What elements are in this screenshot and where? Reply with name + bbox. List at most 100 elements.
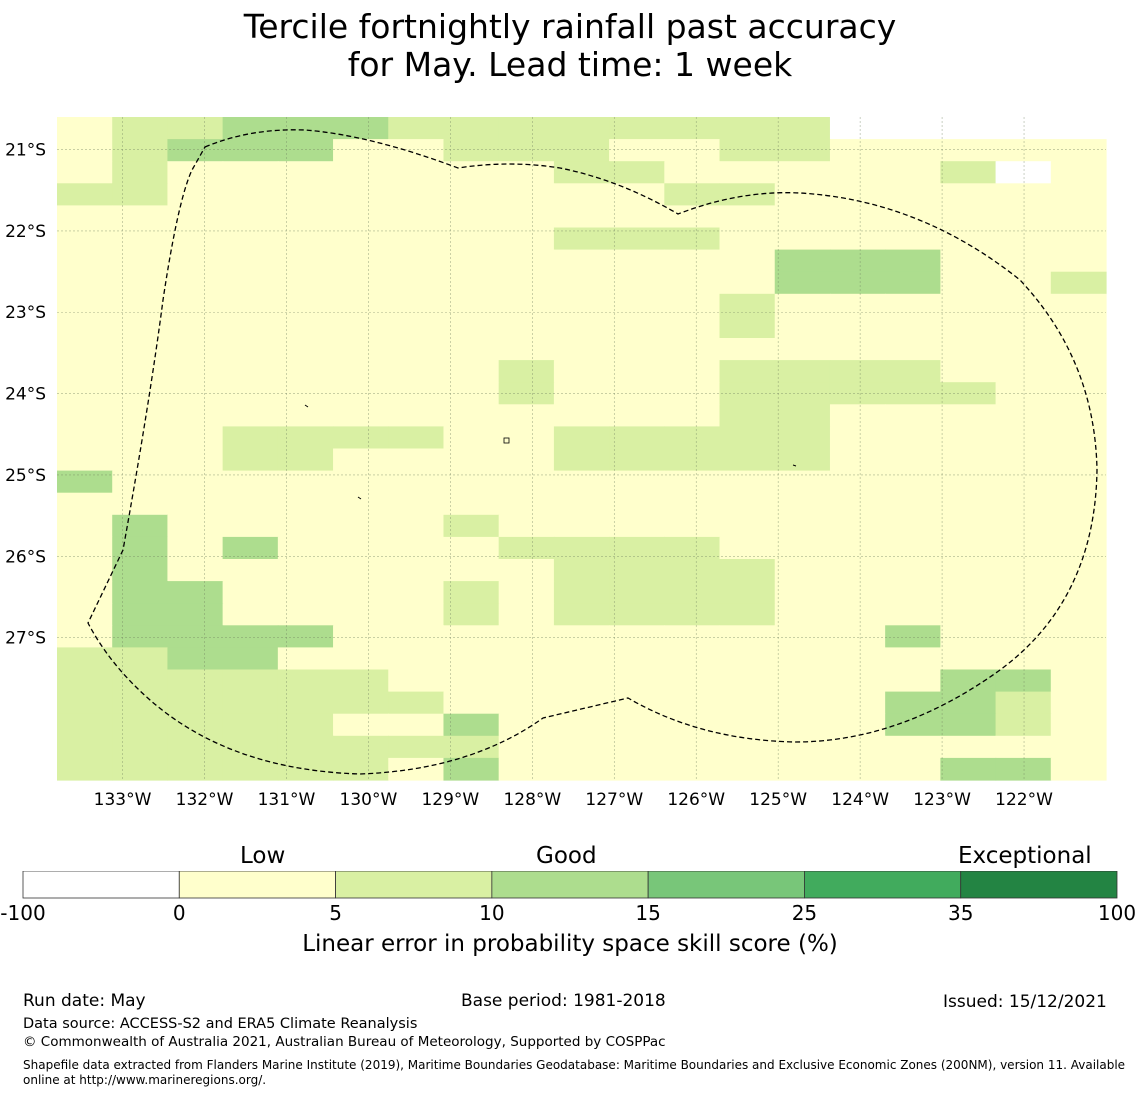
grid-cell — [112, 271, 169, 295]
grid-cell — [664, 581, 721, 604]
grid-cell — [774, 603, 831, 626]
grid-cell — [829, 625, 886, 648]
grid-cell — [553, 735, 610, 759]
grid-cell — [388, 227, 445, 251]
grid-cell — [995, 117, 1052, 140]
grid-cell — [498, 603, 555, 626]
grid-cell — [995, 603, 1052, 626]
grid-cell — [112, 492, 169, 516]
longitude-tick-label: 130°W — [340, 790, 398, 810]
grid-cell — [885, 139, 941, 162]
grid-cell — [719, 559, 776, 582]
data-source: Data source: ACCESS-S2 and ERA5 Climate … — [23, 1016, 418, 1032]
grid-cell — [1050, 735, 1107, 759]
grid-cell — [774, 360, 831, 383]
grid-cell — [167, 404, 224, 427]
grid-cell — [553, 293, 610, 317]
grid-cell — [885, 691, 941, 715]
grid-cell — [885, 183, 941, 206]
grid-cell — [553, 713, 610, 737]
grid-cell — [167, 757, 224, 781]
colorbar-category-low: Low — [240, 843, 286, 869]
grid-cell — [719, 382, 776, 405]
grid-cell — [498, 757, 555, 781]
grid-cell — [388, 293, 445, 317]
grid-cell — [553, 492, 610, 516]
grid-cell — [774, 492, 831, 516]
latitude-tick-label: 24°S — [5, 385, 46, 405]
grid-cell — [609, 514, 665, 538]
grid-cell — [553, 581, 610, 604]
grid-cell — [553, 404, 610, 427]
grid-cell — [333, 271, 389, 295]
grid-cell — [1050, 492, 1107, 516]
grid-cell — [57, 669, 113, 693]
grid-cell — [333, 514, 389, 538]
graticule — [57, 117, 1106, 780]
grid-cell — [609, 625, 665, 648]
grid-cell — [940, 713, 997, 737]
grid-cell — [222, 669, 279, 693]
grid-cell — [112, 315, 169, 339]
grid-cell — [774, 315, 831, 339]
grid-cell — [277, 559, 334, 582]
grid-cell — [940, 293, 997, 317]
grid-cell — [443, 536, 500, 560]
grid-cell — [112, 757, 169, 781]
grid-cell — [498, 647, 555, 671]
grid-cell — [829, 603, 886, 626]
grid-cell — [1050, 647, 1107, 671]
grid-cell — [1050, 536, 1107, 560]
grid-cell — [57, 757, 113, 781]
longitude-tick-label: 127°W — [585, 790, 643, 810]
grid-cell — [333, 426, 389, 450]
grid-cell — [57, 536, 113, 560]
grid-cell — [167, 426, 224, 450]
grid-cell — [222, 647, 279, 671]
grid-cell — [167, 625, 224, 648]
grid-cell — [443, 669, 500, 693]
grid-cell — [995, 183, 1052, 206]
grid-cell — [388, 448, 445, 472]
grid-cell — [885, 536, 941, 560]
grid-cell — [167, 382, 224, 405]
grid-cell — [222, 581, 279, 604]
grid-cell — [885, 271, 941, 295]
grid-cell — [829, 691, 886, 715]
grid-cell — [388, 559, 445, 582]
longitude-tick-label: 122°W — [995, 790, 1053, 810]
grid-cell — [112, 382, 169, 405]
grid-cell — [277, 426, 334, 450]
grid-cell — [112, 404, 169, 427]
grid-cell — [277, 183, 334, 206]
grid-cell — [498, 713, 555, 737]
grid-cell — [609, 117, 665, 140]
grid-cell — [167, 117, 224, 140]
grid-cell — [553, 514, 610, 538]
grid-cell — [609, 448, 665, 472]
grid-cell — [885, 293, 941, 317]
grid-cell — [609, 470, 665, 494]
longitude-tick-label: 129°W — [421, 790, 479, 810]
grid-cell — [995, 448, 1052, 472]
grid-cell — [885, 404, 941, 427]
grid-cell — [829, 713, 886, 737]
grid-cell — [609, 249, 665, 273]
grid-cell — [388, 139, 445, 162]
grid-cell — [995, 713, 1052, 737]
grid-cell — [885, 603, 941, 626]
grid-cell — [664, 448, 721, 472]
grid-cell — [57, 514, 113, 538]
grid-cell — [664, 183, 721, 206]
grid-cell — [885, 315, 941, 339]
grid-cell — [112, 647, 169, 671]
grid-cell — [498, 315, 555, 339]
grid-cell — [333, 669, 389, 693]
grid-cell — [57, 426, 113, 450]
grid-cell — [553, 360, 610, 383]
grid-cell — [498, 735, 555, 759]
grid-cell — [719, 293, 776, 317]
grid-cell — [498, 338, 555, 361]
grid-cell — [57, 713, 113, 737]
grid-cell — [609, 426, 665, 450]
